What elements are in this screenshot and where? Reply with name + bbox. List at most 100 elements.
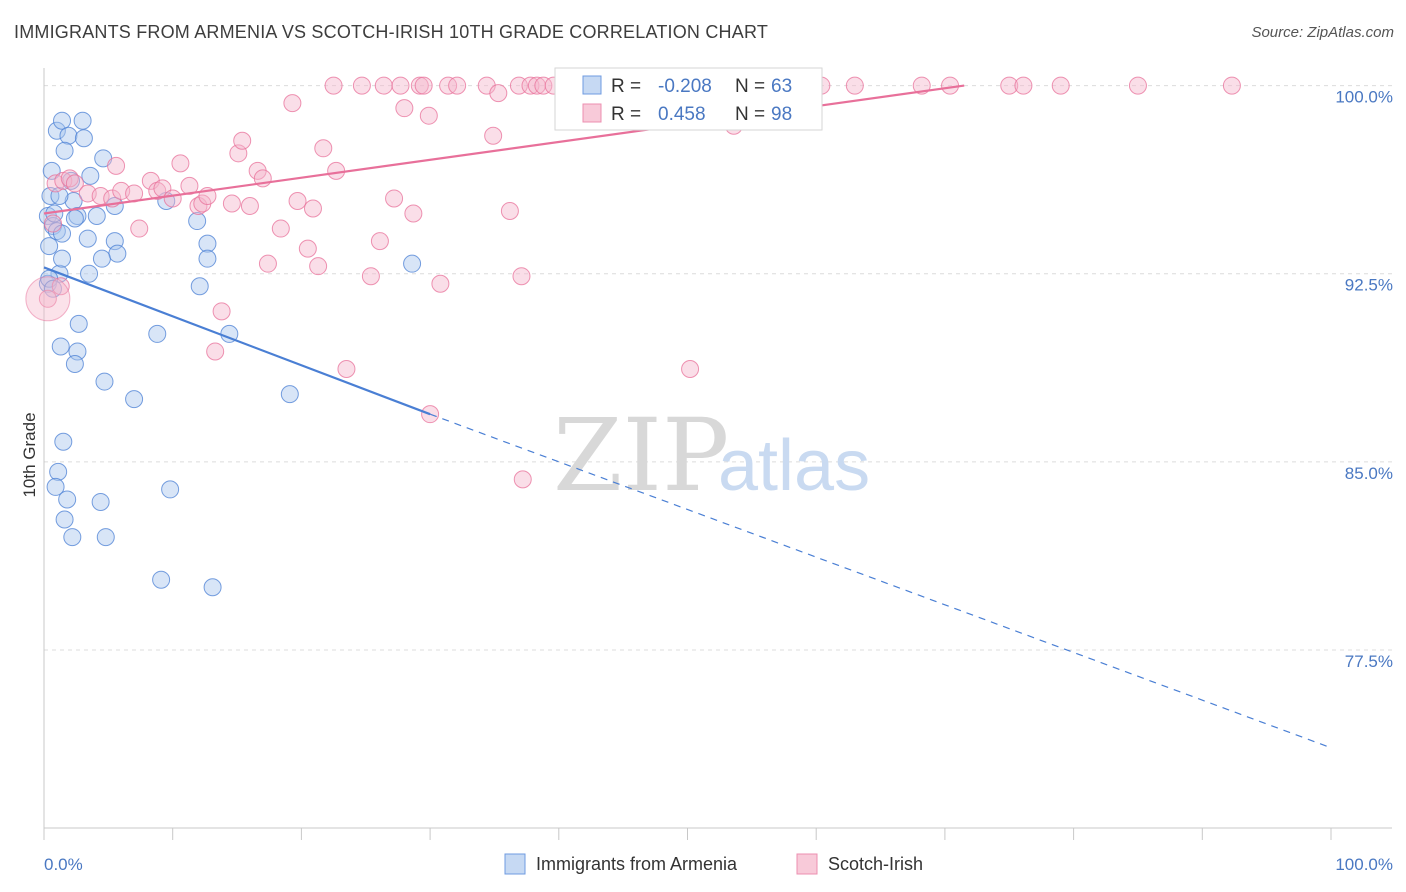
scotch-irish-point-18 — [171, 154, 190, 173]
scotch-irish-point-34 — [288, 191, 307, 210]
armenia-point-32 — [188, 212, 207, 231]
scotch-irish-point-15 — [148, 181, 167, 200]
scotch-irish-point-10 — [107, 156, 126, 175]
scotch-irish-point-91 — [1051, 76, 1070, 95]
armenia-point-37 — [69, 314, 88, 333]
scotch-irish-point-92 — [1128, 76, 1147, 95]
watermark-atlas: atlas — [718, 426, 870, 506]
armenia-point-50 — [91, 492, 110, 511]
armenia-point-28 — [108, 244, 127, 263]
scotch-irish-point-24 — [206, 342, 225, 361]
armenia-point-35 — [190, 277, 209, 296]
scotch-irish-point-53 — [431, 274, 450, 293]
stats-n-label-scotch-irish: N = — [735, 104, 765, 125]
scotch-irish-point-1 — [51, 277, 70, 296]
scotch-irish-point-39 — [327, 161, 346, 180]
armenia-point-4 — [40, 237, 59, 256]
scotch-irish-point-38 — [314, 139, 333, 158]
stats-r-label-armenia: R = — [611, 76, 641, 97]
armenia-point-45 — [280, 385, 299, 404]
x-tick-label-0: 0.0% — [44, 855, 83, 874]
scotch-irish-point-86 — [845, 76, 864, 95]
scotch-irish-point-0 — [38, 289, 57, 308]
scotch-irish-point-59 — [500, 202, 519, 221]
armenia-point-30 — [80, 264, 99, 283]
x-tick-labels: 0.0% 100.0% — [44, 855, 1393, 874]
scotch-irish-point-8 — [91, 186, 110, 205]
armenia-point-38 — [51, 337, 70, 356]
legend-swatch-armenia — [504, 853, 526, 875]
scotch-irish-point-90 — [1014, 76, 1033, 95]
armenia-point-11 — [73, 111, 92, 130]
trend-armenia-dashed — [429, 413, 1332, 749]
y-tick-label-2: 85.0% — [1345, 464, 1393, 483]
armenia-point-33 — [198, 234, 217, 253]
scotch-irish-point-42 — [352, 76, 371, 95]
scotch-irish-point-35 — [298, 239, 317, 258]
gridlines — [44, 85, 1392, 651]
armenia-point-40 — [65, 355, 84, 374]
scotch-irish-point-36 — [303, 199, 322, 218]
armenia-point-9 — [53, 111, 72, 130]
stats-n-value-scotch-irish: 98 — [771, 104, 792, 125]
scotch-irish-point-19 — [180, 176, 199, 195]
scotch-irish-point-88 — [941, 76, 960, 95]
scotch-irish-point-33 — [283, 94, 302, 113]
stats-legend: R = -0.208 N = 63 R = 0.458 N = 98 — [554, 67, 823, 131]
armenia-point-46 — [54, 432, 73, 451]
scotch-irish-point-6 — [65, 174, 84, 193]
legend-label-scotch-irish: Scotch-Irish — [828, 854, 923, 874]
armenia-point-10 — [59, 126, 78, 145]
stats-n-label-armenia: N = — [735, 76, 765, 97]
scotch-irish-point-57 — [484, 126, 503, 145]
armenia-point-48 — [46, 477, 65, 496]
trend-armenia-solid — [43, 266, 431, 416]
scotch-irish-point-48 — [395, 99, 414, 118]
armenia-point-25 — [65, 209, 84, 228]
scotch-irish-point-52 — [419, 106, 438, 125]
armenia-point-29 — [92, 249, 111, 268]
scotch-irish-point-58 — [489, 84, 508, 103]
scotch-irish-point-63 — [521, 76, 540, 95]
scotch-irish-point-93 — [1222, 76, 1241, 95]
stats-n-value-armenia: 63 — [771, 76, 792, 97]
scotch-irish-point-54 — [439, 76, 458, 95]
scotch-irish-point-25 — [222, 194, 241, 213]
stats-swatch-armenia — [582, 75, 602, 95]
watermark: ZIP atlas — [553, 397, 870, 514]
armenia-point-31 — [53, 249, 72, 268]
x-tick-label-1: 100.0% — [1335, 855, 1393, 874]
chart-title: IMMIGRANTS FROM ARMENIA VS SCOTCH-IRISH … — [14, 22, 769, 42]
y-tick-label-3: 77.5% — [1345, 652, 1393, 671]
scotch-irish-point-61 — [512, 267, 531, 286]
scotch-irish-point-49 — [404, 204, 423, 223]
scotch-irish-point-55 — [448, 76, 467, 95]
armenia-point-43 — [148, 324, 167, 343]
armenia-point-24 — [53, 224, 72, 243]
scotch-irish-point-28 — [240, 196, 259, 215]
trend-scotch-irish — [43, 84, 965, 215]
armenia-point-13 — [55, 141, 74, 160]
armenia-point-26 — [78, 229, 97, 248]
armenia-point-54 — [96, 528, 115, 547]
scotch-irish-point-50 — [410, 76, 429, 95]
legend-swatch-scotch-irish — [796, 853, 818, 875]
stats-swatch-scotch-irish — [582, 103, 602, 123]
stats-r-value-scotch-irish: 0.458 — [658, 104, 706, 125]
armenia-point-22 — [105, 196, 124, 215]
y-tick-label-1: 92.5% — [1345, 276, 1393, 295]
armenia-point-15 — [81, 166, 100, 185]
scotch-irish-point-95 — [681, 360, 700, 379]
armenia-point-8 — [47, 121, 66, 140]
armenia-point-19 — [68, 207, 87, 226]
armenia-point-47 — [49, 462, 68, 481]
armenia-point-51 — [161, 480, 180, 499]
scotch-irish-point-45 — [374, 76, 393, 95]
source-credit: Source: ZipAtlas.com — [1251, 24, 1394, 41]
armenia-point-12 — [74, 129, 93, 148]
armenia-point-36 — [403, 254, 422, 273]
scotch-irish-point-51 — [414, 76, 433, 95]
scotch-irish-point-5 — [60, 169, 79, 188]
scotch-irish-point-65 — [534, 76, 553, 95]
